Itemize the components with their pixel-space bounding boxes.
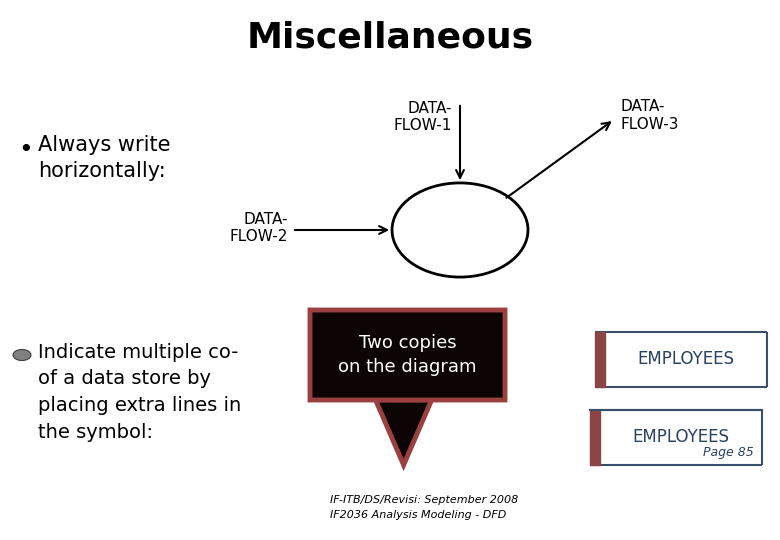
Text: IF-ITB/DS/Revisi: September 2008: IF-ITB/DS/Revisi: September 2008 [330, 495, 518, 505]
Text: Always write
horizontally:: Always write horizontally: [38, 135, 171, 181]
Text: •: • [18, 138, 33, 162]
FancyBboxPatch shape [310, 310, 505, 400]
Text: Miscellaneous: Miscellaneous [246, 21, 534, 55]
Text: DATA-
FLOW-2: DATA- FLOW-2 [229, 212, 288, 245]
Polygon shape [376, 400, 431, 465]
Text: IF2036 Analysis Modeling - DFD: IF2036 Analysis Modeling - DFD [330, 510, 506, 520]
Text: DATA-
FLOW-1: DATA- FLOW-1 [394, 101, 452, 133]
Text: Page 85: Page 85 [704, 446, 754, 459]
Text: Indicate multiple co-
of a data store by
placing extra lines in
the symbol:: Indicate multiple co- of a data store by… [38, 343, 241, 442]
Text: EMPLOYEES: EMPLOYEES [637, 350, 735, 368]
Text: EMPLOYEES: EMPLOYEES [633, 429, 729, 447]
Text: DATA-
FLOW-3: DATA- FLOW-3 [620, 99, 679, 132]
Ellipse shape [13, 349, 31, 361]
Text: Two copies
on the diagram: Two copies on the diagram [339, 334, 477, 376]
